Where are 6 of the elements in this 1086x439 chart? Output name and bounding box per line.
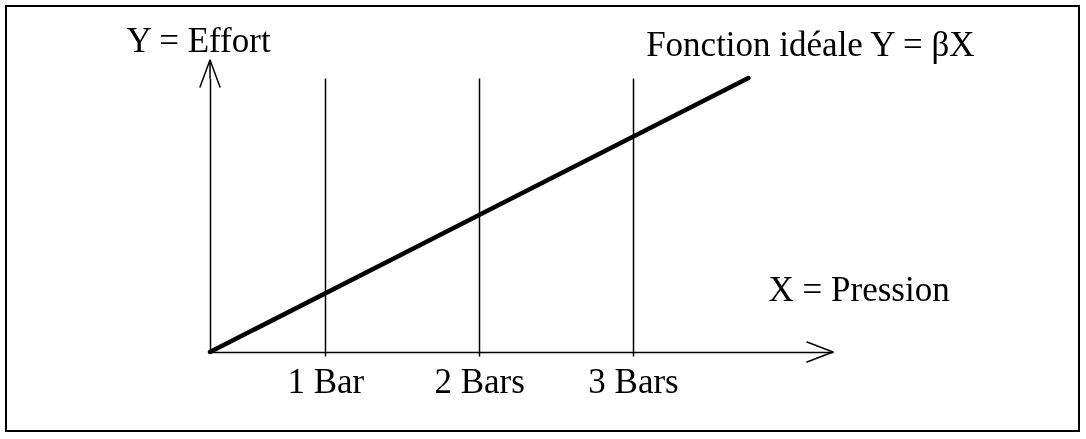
series-label: Fonction idéale Y = βX xyxy=(646,25,975,64)
y-axis-title: Y = Effort xyxy=(126,20,271,60)
x-tick-label: 1 Bar xyxy=(287,361,365,401)
x-axis-title: X = Pression xyxy=(768,269,950,309)
x-tick-label: 2 Bars xyxy=(434,361,525,401)
x-tick-label: 3 Bars xyxy=(588,361,679,401)
